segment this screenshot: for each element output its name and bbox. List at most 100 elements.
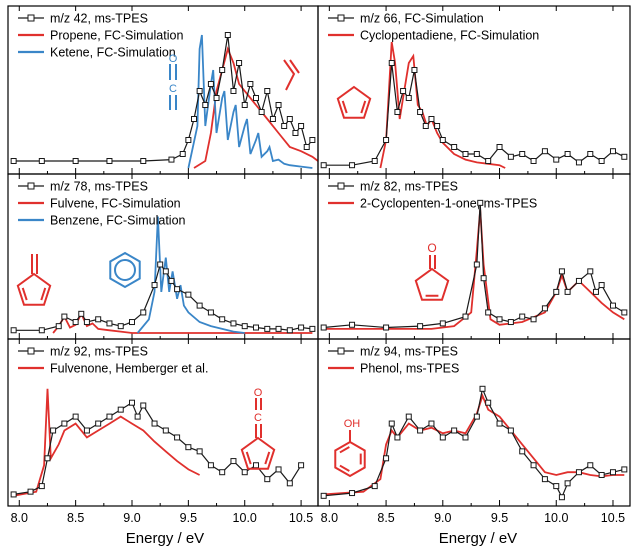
data-point [473, 261, 480, 268]
data-point [129, 319, 135, 326]
data-point [269, 116, 276, 122]
data-point [451, 427, 458, 434]
data-point [553, 288, 560, 295]
legend-marker [337, 347, 345, 355]
data-point [219, 316, 226, 323]
data-point [349, 321, 356, 328]
data-point [553, 483, 560, 490]
data-point [480, 275, 487, 282]
data-point [383, 137, 390, 143]
data-point [38, 158, 45, 164]
data-point [541, 148, 548, 155]
data-point [417, 323, 424, 330]
data-point [349, 162, 356, 169]
data-point [320, 492, 327, 499]
data-point [241, 323, 248, 330]
data-point [275, 325, 282, 332]
legend-entry: Fulvenone, Hemberger et al. [50, 362, 208, 376]
data-point [462, 151, 469, 157]
data-point [253, 324, 259, 331]
ketene-o-label: O [169, 53, 178, 65]
data-point [275, 466, 282, 473]
data-point [10, 491, 17, 498]
cyclopentenone-o-label: O [427, 241, 436, 255]
data-point [417, 109, 424, 115]
data-point [477, 199, 484, 206]
data-point [44, 455, 51, 462]
legend-marker [27, 182, 35, 190]
cyclopentadiene-double-bond [360, 100, 367, 114]
data-point [117, 323, 124, 330]
data-point [530, 316, 537, 323]
fulvenone-c-label: C [254, 412, 262, 424]
data-point [207, 81, 214, 87]
series-line-exp [323, 202, 625, 329]
data-point [371, 158, 378, 164]
data-point [541, 476, 548, 483]
data-point [473, 151, 480, 157]
data-point [439, 320, 446, 327]
data-point [207, 462, 214, 469]
data-point [405, 413, 412, 420]
data-point [72, 413, 79, 420]
data-point [174, 286, 181, 293]
data-point [61, 420, 68, 427]
phenol-double-bond [339, 464, 350, 472]
legend-entry: Ketene, FC-Simulation [50, 46, 176, 60]
data-point [303, 144, 310, 150]
data-point [496, 144, 503, 150]
data-point [230, 320, 237, 327]
data-point [400, 88, 407, 94]
data-point [38, 483, 45, 490]
data-point [55, 323, 62, 330]
fulvenone-double-bond [245, 451, 252, 465]
legend-entry: Cyclopentadiene, FC-Simulation [360, 29, 539, 43]
data-point [286, 116, 293, 122]
x-tick-label: 10.0 [233, 511, 257, 525]
data-point [83, 427, 90, 434]
data-point [78, 310, 85, 317]
data-point [394, 109, 401, 115]
x-tick-label: 8.5 [67, 511, 84, 525]
data-point [411, 67, 418, 73]
data-point [434, 123, 441, 129]
data-point [95, 316, 102, 323]
data-point [236, 60, 243, 66]
data-point [587, 151, 594, 157]
cyclopentadiene-double-bond [341, 100, 348, 114]
data-point [592, 288, 599, 295]
data-point [168, 277, 175, 284]
data-point [598, 282, 605, 289]
data-point [519, 313, 526, 320]
data-point [564, 480, 571, 487]
data-point [451, 144, 458, 150]
data-point [140, 158, 147, 164]
data-point [185, 137, 192, 143]
data-point [191, 116, 197, 122]
data-point [298, 324, 305, 331]
data-point [575, 277, 582, 284]
data-point [185, 444, 192, 451]
x-tick-label: 10.5 [289, 511, 313, 525]
data-point [541, 305, 548, 312]
data-point [10, 158, 17, 164]
data-point [174, 434, 181, 441]
data-point [151, 420, 158, 427]
data-point [621, 153, 628, 160]
data-point [621, 466, 628, 473]
data-point [140, 309, 147, 316]
data-point [462, 434, 469, 441]
x-tick-label: 8.5 [377, 511, 394, 525]
data-point [196, 302, 203, 309]
x-tick-label: 9.0 [123, 511, 140, 525]
data-point [264, 476, 271, 483]
x-axis-label-right: Energy / eV [439, 530, 517, 546]
x-tick-label: 9.0 [434, 511, 451, 525]
legend-entry: m/z 78, ms-TPES [50, 180, 148, 194]
series-line-red [323, 393, 625, 496]
data-point [286, 327, 293, 334]
data-point [162, 427, 169, 434]
data-point [587, 462, 594, 469]
benzene-aromatic-circle [114, 259, 136, 281]
